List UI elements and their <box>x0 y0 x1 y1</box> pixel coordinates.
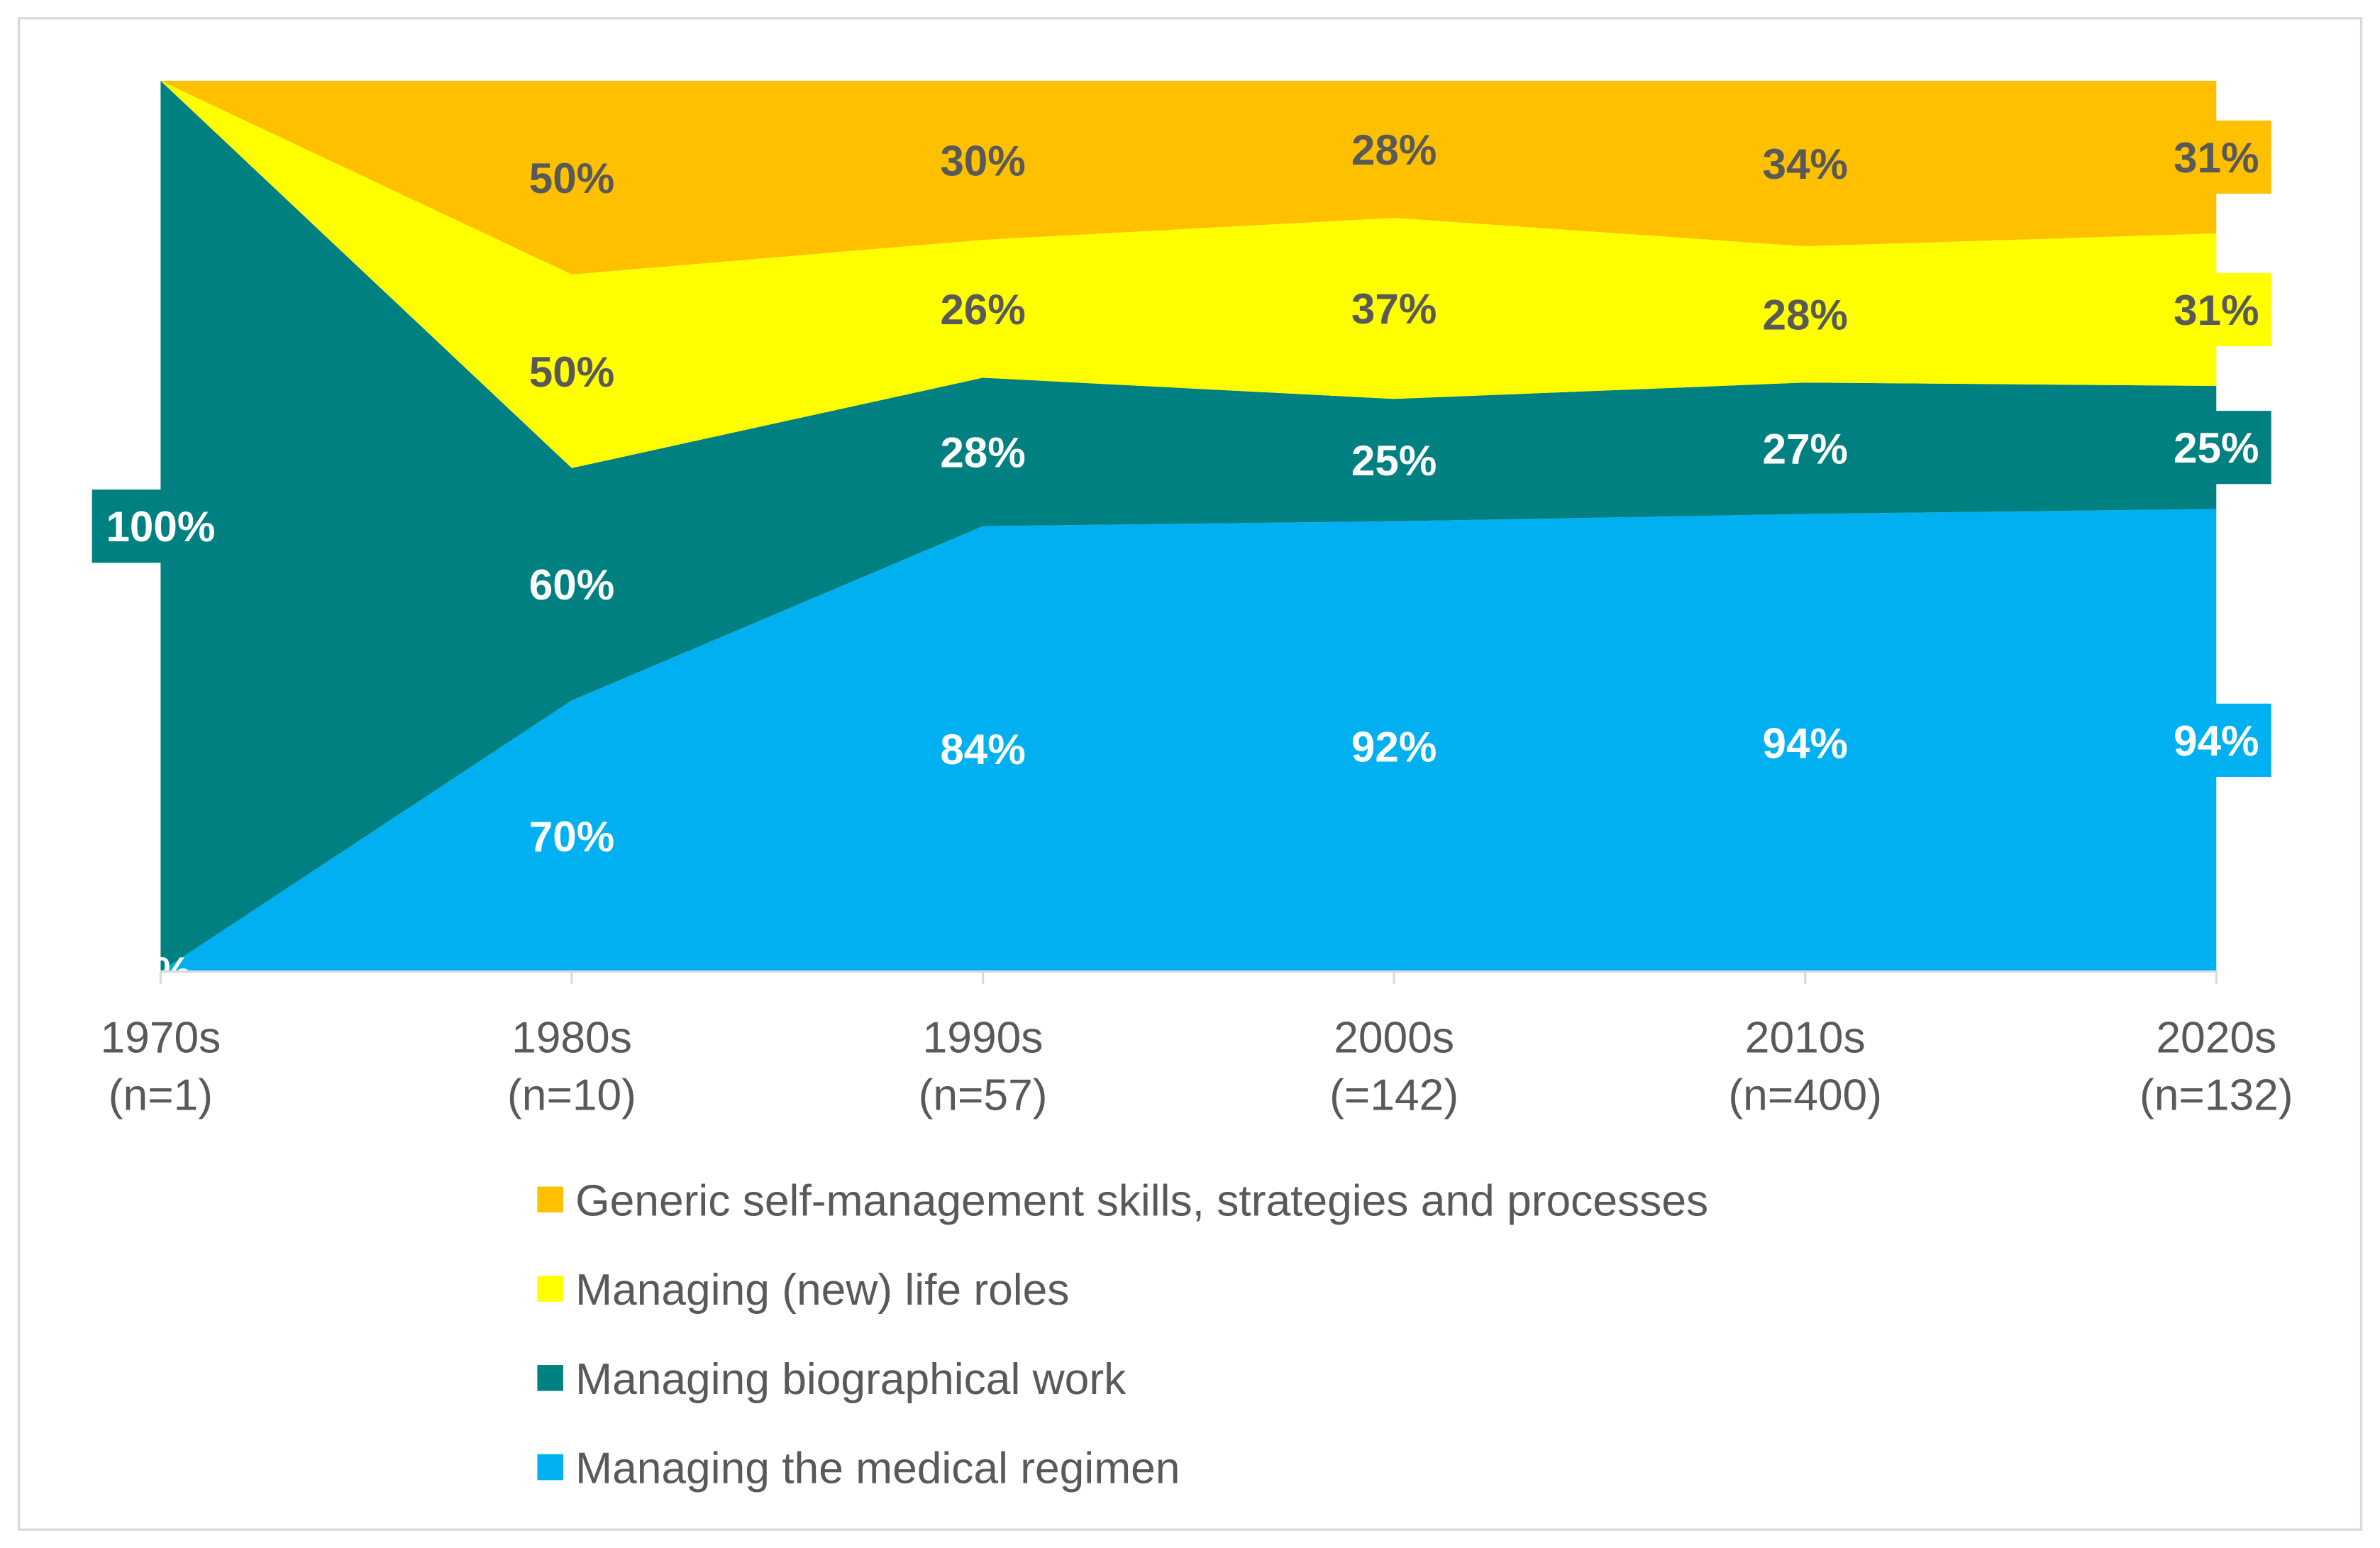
x-tick-label: 1970s (n=1) <box>101 1013 221 1119</box>
value-label: 94% <box>1762 719 1847 767</box>
value-label: 31% <box>2174 287 2259 334</box>
area <box>160 509 2217 972</box>
x-tick-label: 2020s (n=132) <box>2140 1013 2293 1119</box>
value-label: 37% <box>1351 285 1437 333</box>
value-label: 84% <box>940 726 1025 773</box>
x-tick-label: 2010s (n=400) <box>1728 1013 1882 1119</box>
label-box <box>2161 411 2271 485</box>
x-tick-label: 2000s (=142) <box>1329 1013 1459 1119</box>
value-label: 25% <box>1351 437 1437 485</box>
value-label: 25% <box>2174 424 2259 472</box>
value-label: 100% <box>106 503 215 551</box>
value-label: 50% <box>529 155 614 202</box>
value-label: 31% <box>2174 134 2259 182</box>
value-label: 27% <box>1762 425 1847 472</box>
value-label: 28% <box>940 429 1025 477</box>
x-tick-label: 1980s (n=10) <box>507 1013 636 1119</box>
value-label: 30% <box>940 138 1025 185</box>
label-box <box>92 490 230 563</box>
legend-swatch <box>537 1454 563 1481</box>
value-label: 50% <box>529 348 614 396</box>
legend-label: Managing the medical regimen <box>575 1444 1180 1493</box>
legend-swatch <box>537 1365 563 1391</box>
value-label: 70% <box>529 813 614 861</box>
area <box>160 80 2217 468</box>
legend-label: Managing biographical work <box>575 1355 1127 1404</box>
value-label: 94% <box>2174 717 2259 765</box>
legend-label: Managing (new) life roles <box>575 1266 1069 1315</box>
value-label: 28% <box>1351 126 1437 174</box>
value-label: 60% <box>529 561 614 609</box>
label-box <box>2161 272 2271 347</box>
legend-swatch <box>537 1276 563 1302</box>
label-box <box>2161 120 2271 194</box>
value-label: 34% <box>1762 140 1847 188</box>
label-box <box>2161 703 2271 777</box>
area <box>160 80 2217 275</box>
value-label: 92% <box>1351 724 1437 771</box>
legend-label: Generic self-management skills, strategi… <box>575 1176 1708 1225</box>
value-label: 28% <box>1762 292 1847 339</box>
plot-area <box>160 80 2217 972</box>
legend-swatch <box>537 1186 563 1213</box>
area <box>160 80 2217 972</box>
x-tick-label: 1990s (n=57) <box>919 1013 1048 1119</box>
value-label: 26% <box>940 286 1025 333</box>
